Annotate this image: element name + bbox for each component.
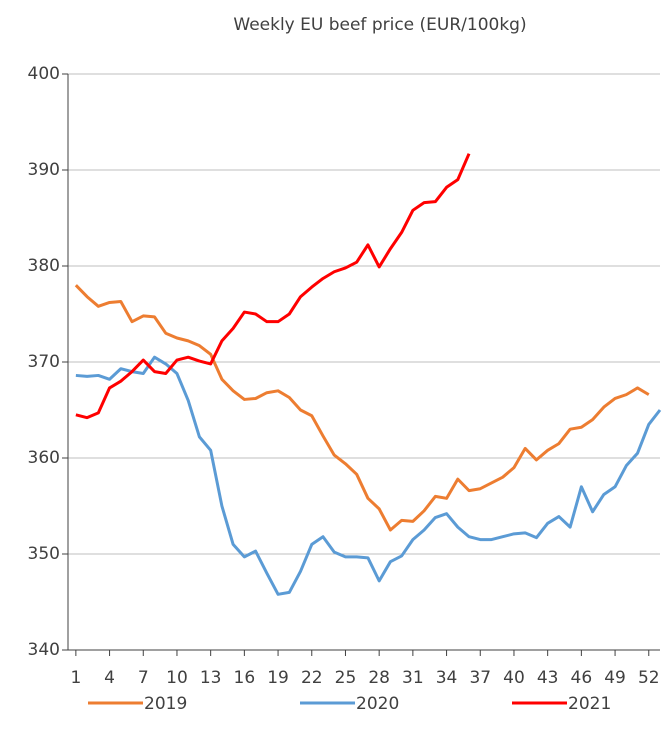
x-tick-label: 25 (335, 668, 357, 688)
series-line (75, 355, 662, 596)
y-tick-label: 390 (28, 160, 60, 180)
x-tick-label: 49 (604, 668, 626, 688)
chart-title: Weekly EU beef price (EUR/100kg) (233, 15, 526, 35)
y-tick-label: 370 (28, 352, 60, 372)
x-tick-label: 52 (638, 668, 660, 688)
x-tick-label: 10 (166, 668, 188, 688)
y-tick-label: 340 (28, 640, 60, 660)
y-tick-label: 360 (28, 448, 60, 468)
x-tick-label: 46 (571, 668, 593, 688)
x-tick-label: 4 (104, 668, 115, 688)
x-tick-label: 13 (200, 668, 222, 688)
x-tick-label: 28 (368, 668, 390, 688)
legend-label: 2020 (356, 694, 399, 714)
x-tick-label: 34 (436, 668, 458, 688)
x-tick-label: 16 (234, 668, 256, 688)
x-tick-label: 19 (267, 668, 289, 688)
x-tick-label: 1 (70, 668, 81, 688)
y-tick-label: 350 (28, 544, 60, 564)
x-tick-label: 7 (138, 668, 149, 688)
y-tick-label: 400 (28, 64, 60, 84)
x-tick-label: 43 (537, 668, 559, 688)
series-line (74, 284, 650, 532)
legend-label: 2019 (144, 694, 187, 714)
legend-label: 2021 (568, 694, 611, 714)
x-tick-label: 31 (402, 668, 424, 688)
x-tick-label: 37 (469, 668, 491, 688)
y-tick-label: 380 (28, 256, 60, 276)
x-tick-label: 40 (503, 668, 525, 688)
x-tick-label: 22 (301, 668, 323, 688)
series-line (75, 153, 471, 420)
